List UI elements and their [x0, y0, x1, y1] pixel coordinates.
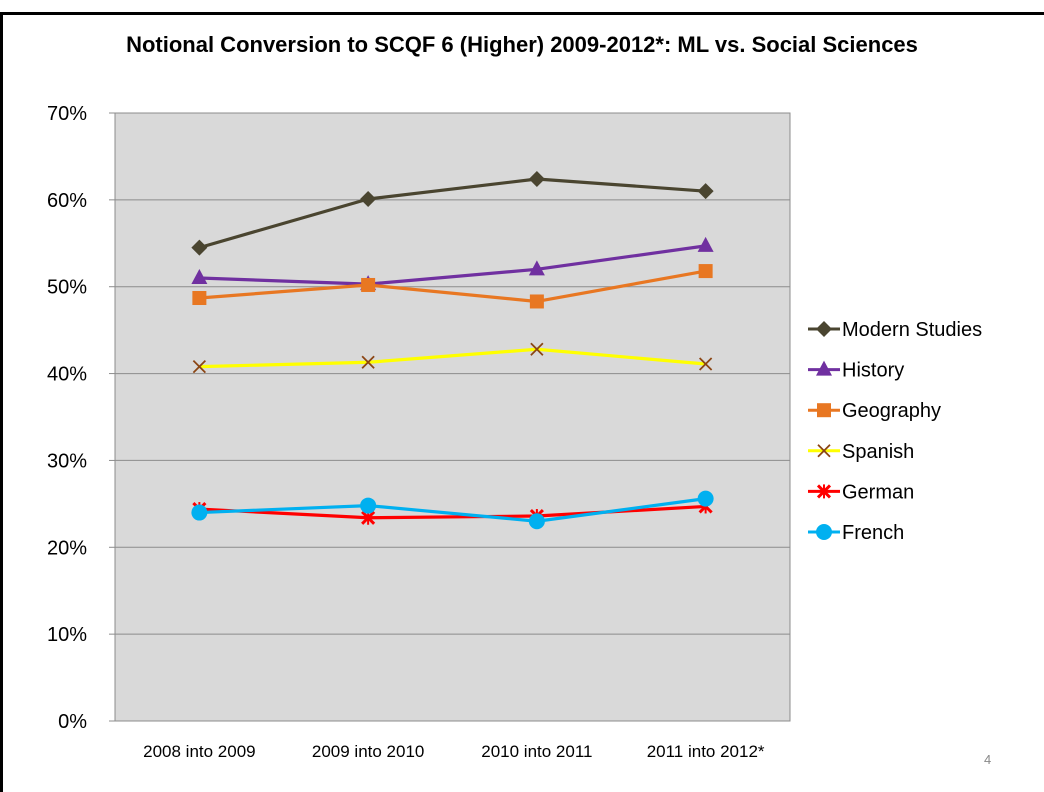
legend-marker — [816, 360, 832, 376]
plot-area — [114, 112, 791, 722]
marker-stroke — [817, 444, 831, 458]
data-point-spanish — [361, 355, 375, 369]
data-point-geography — [698, 264, 713, 279]
data-point-spanish — [530, 342, 544, 356]
slide-frame-top — [0, 12, 1044, 15]
data-point-geography — [361, 277, 376, 292]
legend-item-spanish: Spanish — [808, 441, 914, 463]
legend-item-history: History — [808, 360, 904, 382]
y-tick-label: 70% — [47, 103, 87, 125]
y-axis-ticks: 0% 10% 20% 30% 40% 50% 60% 70% — [47, 103, 115, 733]
marker-stroke — [192, 359, 207, 374]
series-lines — [198, 177, 706, 523]
slide-frame-left — [0, 12, 3, 792]
legend-label: German — [842, 481, 914, 503]
legend-label: Spanish — [842, 441, 914, 463]
series-markers — [191, 171, 714, 530]
legend-item-geography: Geography — [808, 400, 941, 422]
data-point-french — [697, 490, 714, 507]
marker-stroke — [698, 357, 713, 371]
series-line-modern-studies — [198, 177, 706, 250]
marker-stroke — [530, 342, 544, 356]
legend-label: Geography — [842, 400, 941, 422]
y-tick-label: 50% — [47, 277, 87, 299]
legend-item-french: French — [808, 522, 904, 544]
data-point-modern-studies — [528, 171, 545, 188]
page-number: 4 — [984, 752, 992, 767]
x-tick-label: 2008 into 2009 — [143, 742, 256, 761]
data-point-history — [191, 269, 208, 285]
y-tick-label: 30% — [47, 450, 87, 472]
data-point-geography — [529, 294, 544, 309]
series-line-french — [199, 497, 706, 523]
data-point-spanish — [698, 357, 713, 371]
marker-stroke — [361, 355, 375, 369]
y-tick-label: 10% — [47, 624, 87, 646]
data-point-french — [528, 513, 545, 530]
x-tick-label: 2009 into 2010 — [312, 742, 425, 761]
data-point-modern-studies — [697, 183, 714, 200]
legend-marker — [816, 524, 832, 540]
data-point-modern-studies — [191, 239, 208, 256]
data-point-history — [697, 236, 714, 252]
data-point-spanish — [192, 359, 207, 374]
gridlines — [115, 199, 790, 635]
legend-label: French — [842, 522, 904, 544]
x-tick-label: 2010 into 2011 — [481, 742, 592, 761]
legend-label: Modern Studies — [842, 319, 982, 341]
legend-item-modern-studies: Modern Studies — [808, 319, 982, 341]
legend-label: History — [842, 360, 904, 382]
data-point-french — [191, 504, 208, 521]
data-point-modern-studies — [360, 190, 377, 207]
data-point-geography — [192, 291, 207, 306]
x-tick-label: 2011 into 2012* — [647, 742, 765, 761]
series-line-spanish — [199, 347, 706, 369]
series-line-history — [199, 244, 706, 286]
legend-marker — [817, 403, 831, 418]
y-tick-label: 60% — [47, 190, 87, 212]
y-tick-label: 20% — [47, 537, 87, 559]
chart-title: Notional Conversion to SCQF 6 (Higher) 2… — [126, 32, 918, 57]
legend-item-german: German — [808, 481, 914, 503]
series-line-geography — [199, 269, 706, 304]
legend-marker — [816, 321, 832, 337]
legend-marker — [817, 444, 831, 458]
legend: Modern Studies History Geography Spanish Ger… — [808, 319, 982, 544]
data-point-history — [528, 260, 545, 276]
legend-marker — [816, 484, 832, 499]
y-tick-label: 0% — [58, 711, 87, 733]
data-point-french — [360, 497, 377, 514]
y-tick-label: 40% — [47, 364, 87, 386]
x-axis-ticks: 2008 into 2009 2009 into 2010 2010 into 20… — [143, 742, 765, 761]
